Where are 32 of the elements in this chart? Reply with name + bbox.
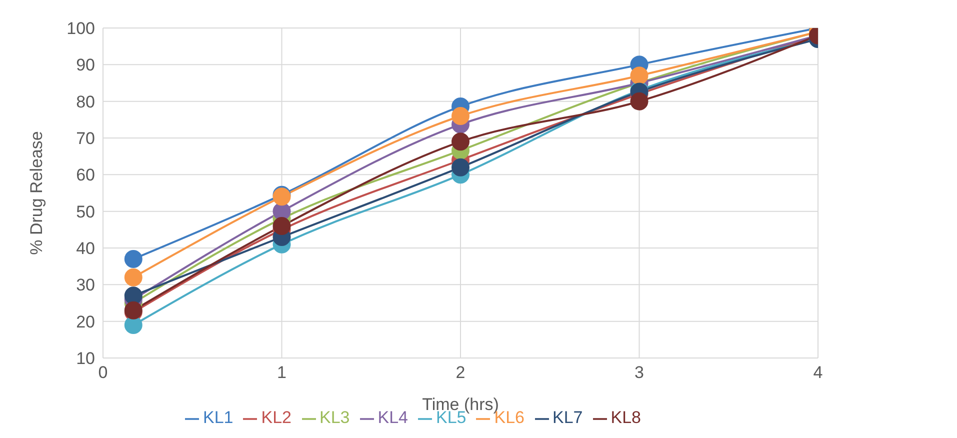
legend-label: KL8 <box>610 408 641 427</box>
x-tick-label: 3 <box>634 363 644 382</box>
legend-label: KL1 <box>203 408 234 427</box>
legend-label: KL2 <box>261 408 292 427</box>
y-tick-label: 30 <box>76 276 95 295</box>
y-tick-label: 40 <box>76 239 95 258</box>
y-tick-label: 20 <box>76 312 95 332</box>
y-tick-label: 100 <box>66 19 95 38</box>
legend-label: KL3 <box>320 408 350 427</box>
point <box>630 92 648 110</box>
y-tick-label: 50 <box>76 202 95 222</box>
y-tick-label: 80 <box>76 92 95 112</box>
x-tick-label: 1 <box>277 363 286 382</box>
y-tick-label: 70 <box>76 129 95 148</box>
legend-label: KL7 <box>552 408 583 427</box>
point <box>124 268 142 286</box>
legend-label: KL4 <box>378 408 408 427</box>
y-axis-title: % Drug Release <box>27 131 46 255</box>
point <box>452 132 470 151</box>
y-tick-label: 10 <box>76 349 95 368</box>
point <box>452 107 470 125</box>
point <box>124 286 142 305</box>
point <box>452 158 470 176</box>
x-tick-label: 4 <box>813 363 823 382</box>
x-tick-label: 0 <box>98 363 108 382</box>
y-tick-label: 90 <box>76 56 95 75</box>
point <box>124 316 142 334</box>
x-tick-label: 2 <box>456 363 466 382</box>
y-tick-label: 60 <box>76 166 95 185</box>
point <box>630 66 648 85</box>
point <box>124 250 142 268</box>
point <box>272 217 291 235</box>
